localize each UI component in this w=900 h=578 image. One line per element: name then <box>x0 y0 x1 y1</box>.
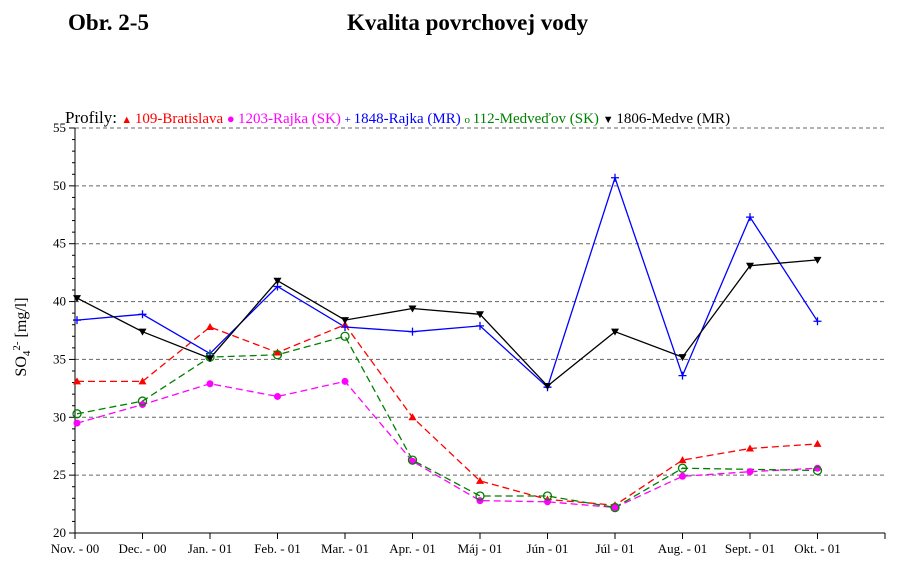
data-point <box>341 377 349 385</box>
data-point <box>206 323 214 331</box>
data-point <box>679 472 686 480</box>
legend-entry: 112-Medveďov (SK) <box>473 111 603 127</box>
data-point <box>678 354 687 362</box>
data-point <box>542 491 553 501</box>
figure-number: Obr. 2-5 <box>68 10 149 35</box>
legend-entry: 1848-Rajka (MR) <box>354 111 465 127</box>
data-point <box>273 348 282 356</box>
legend-title: Profily: <box>65 108 121 127</box>
data-point <box>341 317 349 325</box>
data-point <box>138 328 147 336</box>
data-point <box>73 295 81 303</box>
data-point <box>812 465 823 476</box>
series-line <box>76 259 818 387</box>
series-line <box>76 175 819 389</box>
legend-entry: 109-Bratislava <box>135 111 227 127</box>
y-axis-label: SO42- [mg/l] <box>11 297 33 376</box>
y-tick-label: 45 <box>53 236 66 251</box>
data-point <box>409 457 416 465</box>
data-point <box>746 262 754 270</box>
data-point <box>813 256 822 264</box>
data-point <box>73 377 81 385</box>
legend-entry: 1806-Medve (MR) <box>616 111 730 127</box>
data-point <box>408 305 417 313</box>
x-tick-label: Sept. - 01 <box>725 541 775 556</box>
data-point <box>611 173 619 182</box>
series-line <box>76 380 818 509</box>
data-point <box>476 476 484 484</box>
legend: Profily: ▲ 109-Bratislava ● 1203-Rajka (… <box>65 108 730 127</box>
data-point <box>408 413 417 421</box>
x-tick-label: Apr. - 01 <box>389 541 436 556</box>
axes <box>69 127 886 539</box>
data-point <box>274 392 281 400</box>
data-point <box>678 456 687 464</box>
legend-marker: ▼ <box>603 114 617 126</box>
data-point <box>72 409 82 419</box>
data-point <box>610 502 620 513</box>
data-point <box>677 463 688 473</box>
series-line <box>76 335 818 509</box>
x-tick-label: Nov. - 00 <box>51 541 100 556</box>
grid-lines <box>75 127 885 476</box>
legend-marker: ▲ <box>121 114 135 126</box>
data-point <box>611 328 619 336</box>
data-point <box>341 323 349 332</box>
data-point <box>273 277 282 285</box>
x-tick-label: Feb. - 01 <box>254 541 301 556</box>
data-point <box>543 383 552 391</box>
data-point <box>272 350 283 360</box>
data-point <box>611 504 619 512</box>
y-tick-label: 20 <box>53 525 66 540</box>
x-tick-label: Júl - 01 <box>596 541 635 556</box>
data-point <box>73 316 81 325</box>
data-point <box>746 213 754 222</box>
y-tick-label: 40 <box>53 294 66 309</box>
data-point <box>475 491 485 501</box>
data-point <box>746 444 754 452</box>
data-point <box>407 455 418 465</box>
data-point <box>813 439 822 447</box>
series-lines <box>76 175 819 509</box>
legend-marker: + <box>345 114 354 126</box>
data-point <box>408 327 417 336</box>
x-tick-label: Dec. - 00 <box>118 541 166 556</box>
y-tick-label: 25 <box>53 467 66 482</box>
data-point <box>476 321 484 330</box>
data-point <box>746 468 754 476</box>
legend-entry: 1203-Rajka (SK) <box>238 111 345 127</box>
legend-marker: ● <box>227 111 238 126</box>
x-tick-label: Jún - 01 <box>527 541 569 556</box>
x-tick-label: Jan. - 01 <box>188 541 232 556</box>
series-markers <box>72 173 823 513</box>
y-tick-label: 50 <box>53 178 66 193</box>
data-point <box>137 396 148 406</box>
figure-title: Kvalita povrchovej vody <box>347 10 589 35</box>
data-point <box>340 331 350 341</box>
series-line <box>77 323 818 506</box>
y-tick-label: 55 <box>53 120 66 135</box>
data-point <box>678 371 687 380</box>
legend-marker: o <box>464 114 472 126</box>
tick-labels: 20 25 30 35 40 45 50 55 Nov. - 00 Dec. - 00 Jan. -… <box>51 120 841 556</box>
y-tick-label: 30 <box>53 409 66 424</box>
data-point <box>813 317 822 326</box>
data-point <box>476 311 484 319</box>
data-point <box>138 310 147 319</box>
data-point <box>206 355 214 363</box>
data-point <box>206 380 214 388</box>
data-point <box>138 377 147 385</box>
x-tick-label: Aug. - 01 <box>658 541 707 556</box>
y-tick-label: 35 <box>53 351 66 366</box>
x-tick-label: Okt. - 01 <box>794 541 841 556</box>
data-point <box>73 419 81 427</box>
x-tick-label: Mar. - 01 <box>321 541 369 556</box>
x-tick-label: Máj - 01 <box>458 541 503 556</box>
